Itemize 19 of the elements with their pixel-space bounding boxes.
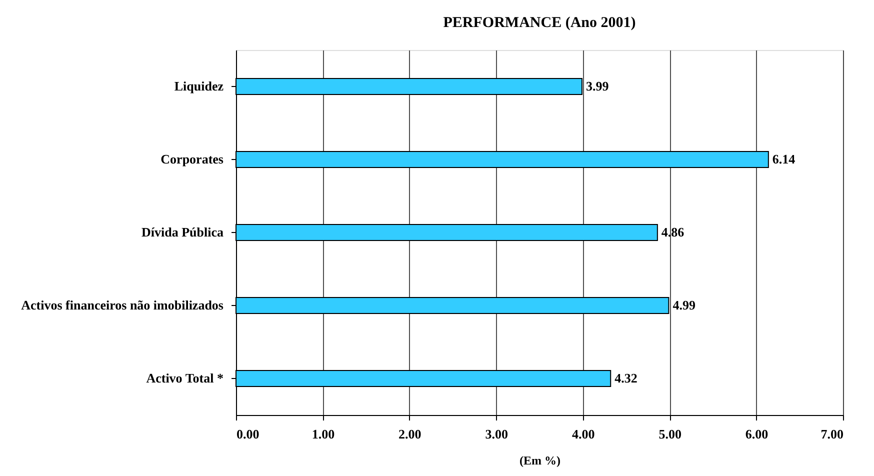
- data-label: 3.99: [586, 78, 610, 94]
- data-label: 4.32: [614, 370, 638, 386]
- y-tick-label: Activos financeiros não imobilizados: [21, 298, 224, 312]
- x-tick-label: 1.00: [312, 426, 335, 442]
- x-tick-label: 5.00: [658, 426, 682, 442]
- y-tick-label: Activo Total *: [146, 370, 224, 386]
- x-tick-label: 0.00: [236, 426, 260, 442]
- y-tick-label: Dívida Pública: [142, 224, 224, 240]
- data-label: 6.14: [772, 152, 796, 166]
- y-tick-label: Corporates: [160, 152, 224, 166]
- chart-title: PERFORMANCE (Ano 2001): [443, 15, 636, 31]
- x-tick-label: 6.00: [745, 426, 768, 442]
- x-tick-label: 7.00: [820, 426, 844, 442]
- y-tick-label: Liquidez: [174, 78, 224, 94]
- x-axis-title: (Em %): [520, 454, 560, 468]
- x-tick-label: 2.00: [398, 426, 422, 442]
- x-tick-label: 3.00: [485, 426, 508, 442]
- x-tick-label: 4.00: [572, 426, 595, 442]
- data-label: 4.99: [672, 298, 696, 312]
